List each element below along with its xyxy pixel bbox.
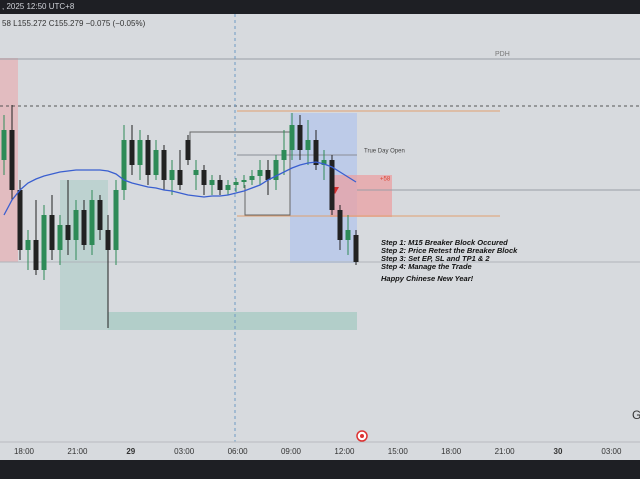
range-box — [189, 131, 291, 216]
candle-body — [17, 190, 23, 250]
candle-body — [33, 240, 39, 270]
top-bar — [0, 0, 640, 14]
candle-body — [1, 130, 7, 160]
candle-body — [225, 185, 231, 190]
x-tick-label: 21:00 — [495, 447, 516, 456]
candle-body — [193, 170, 199, 175]
candle-body — [337, 210, 343, 240]
step: Step 3: Set EP, SL and TP1 & 2 — [381, 254, 490, 263]
candle-body — [153, 150, 159, 175]
moving-average — [3, 161, 357, 216]
candle-body — [305, 140, 311, 150]
greeting: Happy Chinese New Year! — [381, 274, 474, 283]
x-tick-label: 09:00 — [281, 447, 302, 456]
candle-body — [241, 180, 247, 182]
candle-body — [281, 150, 287, 160]
candle-body — [249, 176, 255, 180]
x-tick-label: 30 — [554, 447, 563, 456]
candle-body — [145, 140, 151, 175]
candle-body — [129, 140, 135, 165]
candle-body — [65, 225, 71, 240]
candle-body — [177, 170, 183, 185]
x-tick-label: 15:00 — [388, 447, 409, 456]
candle-body — [121, 140, 127, 190]
candle-body — [49, 215, 55, 250]
step: Step 2: Price Retest the Breaker Block — [381, 246, 518, 255]
zone-teal-strip — [108, 312, 357, 330]
candle-body — [137, 140, 143, 165]
candle-body — [265, 170, 271, 180]
candle-body — [353, 235, 359, 262]
corner-logo: G — [632, 408, 640, 422]
candle-body — [97, 200, 103, 230]
datetime: , 2025 12:50 UTC+8 — [2, 2, 75, 11]
candle-body — [273, 160, 279, 180]
candle-body — [105, 230, 111, 250]
candle-body — [289, 125, 295, 150]
x-tick-label: 12:00 — [334, 447, 355, 456]
candle-body — [57, 225, 63, 250]
candle-body — [73, 210, 79, 240]
replay-dot — [360, 434, 364, 438]
pdh-label: PDH — [495, 51, 510, 58]
zone-left — [0, 58, 18, 262]
ohlc-readout: 58 L155.272 C155.279 −0.075 (−0.05%) — [2, 19, 146, 28]
x-tick-label: 18:00 — [14, 447, 35, 456]
box-label: +58 — [380, 177, 391, 183]
candle-body — [345, 230, 351, 240]
x-tick-label: 21:00 — [67, 447, 88, 456]
x-tick-label: 29 — [126, 447, 135, 456]
candle-body — [41, 215, 47, 270]
tdo-label: True Day Open — [364, 149, 405, 155]
candle-body — [185, 140, 191, 160]
candle-body — [169, 170, 175, 180]
step: Step 1: M15 Breaker Block Occured — [381, 238, 508, 247]
x-tick-label: 18:00 — [441, 447, 462, 456]
bottom-bar — [0, 460, 640, 479]
candle-body — [25, 240, 31, 250]
candle-body — [297, 125, 303, 150]
candle-body — [161, 150, 167, 180]
candle-body — [257, 170, 263, 176]
candle-body — [201, 170, 207, 185]
candle-body — [81, 210, 87, 245]
candle-body — [113, 190, 119, 250]
x-tick-label: 03:00 — [174, 447, 195, 456]
candle-body — [321, 160, 327, 165]
candle-body — [9, 130, 15, 190]
step: Step 4: Manage the Trade — [381, 262, 472, 271]
x-tick-label: 03:00 — [601, 447, 622, 456]
candle-body — [209, 180, 215, 185]
candle-body — [233, 182, 239, 185]
candle-body — [313, 140, 319, 165]
x-tick-label: 06:00 — [228, 447, 249, 456]
candle-body — [89, 200, 95, 245]
candle-body — [217, 180, 223, 190]
steps: Step 1: M15 Breaker Block Occured Step 2… — [381, 238, 518, 283]
candle-body — [329, 160, 335, 210]
